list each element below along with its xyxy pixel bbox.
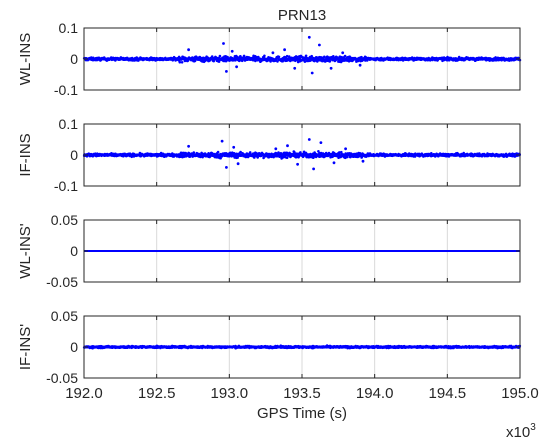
data-point [225,70,228,73]
data-point [274,147,278,151]
data-point [360,55,363,59]
data-point [323,55,326,59]
data-point [319,141,323,145]
data-point [248,151,252,154]
panel-3: -0.05 0 0.05 WL-INS' [17,212,521,290]
data-point [187,144,191,148]
data-point [217,60,221,63]
y-axis-label: IF-INS' [17,324,34,370]
data-point [283,48,286,52]
y-tick-label: 0 [70,51,78,67]
data-point [212,59,215,63]
data-point [180,61,184,64]
panel-2: -0.1 0 0.1 IF-INS [17,116,521,194]
x-tick-label: 192.0 [65,385,103,402]
data-point [239,55,242,58]
data-point [234,59,237,62]
data-point [286,144,289,148]
data-point [340,55,344,59]
data-point [235,65,239,69]
y-tick-label: 0.05 [51,308,78,324]
data-point [332,161,336,165]
y-tick-label: -0.05 [46,370,78,386]
x-tick-label: 194.0 [356,385,394,402]
data-point [346,155,349,159]
data-point [328,60,332,63]
data-point [276,60,279,63]
x-tick-label: 192.5 [138,385,176,402]
data-point [271,51,275,55]
x-multiplier: x103 [506,422,536,441]
data-point [232,145,236,149]
data-point [285,156,289,159]
data-series [82,138,521,171]
data-point [253,156,256,159]
data-point [310,54,314,58]
data-point [318,43,321,47]
data-point [307,35,311,39]
data-point [218,54,222,58]
data-point [263,54,266,58]
x-tick-label: 193.0 [211,385,249,402]
data-point [222,42,225,45]
y-tick-label: 0 [70,339,78,355]
data-point [358,63,362,67]
data-point [340,150,343,154]
data-point [344,147,347,151]
x-tick-labels: 192.0 192.5 193.0 193.5 194.0 194.5 195.0 [65,385,539,402]
x-multiplier-exponent: 3 [530,422,536,433]
data-point [187,48,191,52]
data-point [219,156,222,160]
data-point [302,150,306,154]
panels: -0.1 0 0.1 WL-INS -0.1 0 0.1 IF-INS -0.05 0 0.05 WL… [17,20,522,386]
data-point [256,156,260,159]
y-tick-label: 0.1 [59,116,79,132]
data-point [341,51,345,55]
data-point [285,54,289,58]
data-point [225,166,228,169]
panel-4: -0.05 0 0.05 IF-INS' [17,308,522,386]
data-point [192,151,196,154]
data-point [230,49,234,53]
data-point [216,150,220,154]
y-tick-label: -0.05 [46,274,78,290]
data-point [303,60,307,63]
x-tick-label: 195.0 [501,385,539,402]
data-point [332,55,335,58]
data-point [210,55,214,58]
panel-1: -0.1 0 0.1 WL-INS [17,20,522,98]
x-multiplier-base: x10 [506,424,530,441]
y-tick-label: -0.1 [54,82,78,98]
x-tick-label: 193.5 [283,385,321,402]
data-point [178,60,182,64]
y-axis-label: IF-INS [17,133,34,176]
chart-title: PRN13 [278,7,326,24]
data-point [239,150,242,154]
x-tick-label: 194.5 [429,385,467,402]
data-point [277,151,280,154]
data-point [329,66,333,70]
data-point [293,66,297,70]
y-tick-label: 0 [70,147,78,163]
data-point [220,139,224,143]
data-point [312,167,315,171]
data-point [304,54,308,58]
data-point [307,138,311,141]
data-point [343,54,347,58]
data-point [277,55,281,59]
y-axis-label: WL-INS' [17,223,34,279]
y-tick-label: 0 [70,243,78,259]
data-point [310,71,314,75]
data-point [361,159,365,163]
y-tick-label: 0.1 [59,20,79,36]
data-series [82,35,522,75]
y-tick-label: 0.05 [51,212,78,228]
y-axis-label: WL-INS [17,33,34,86]
data-point [236,162,240,166]
y-tick-label: -0.1 [54,178,78,194]
x-axis-label: GPS Time (s) [257,405,347,422]
data-point [296,162,299,166]
